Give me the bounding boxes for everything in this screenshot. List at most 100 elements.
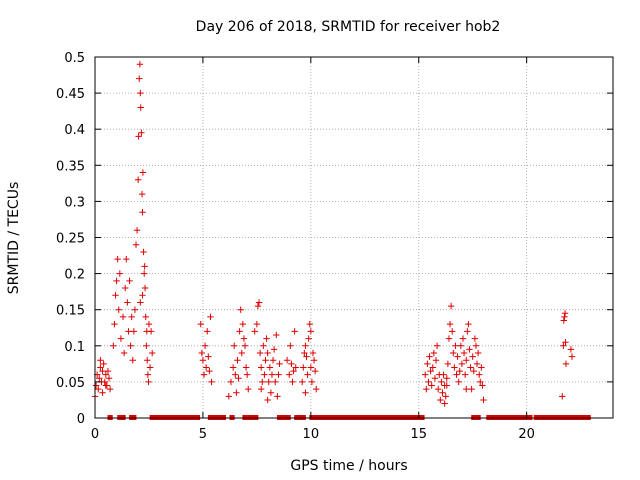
data-point: [95, 385, 102, 393]
data-point: [466, 346, 473, 353]
data-point: [270, 346, 278, 353]
data-point: [459, 335, 467, 342]
y-tick-label: 0.4: [64, 123, 85, 138]
data-point: [440, 371, 447, 378]
data-point: [200, 371, 208, 378]
data-point: [255, 299, 263, 306]
data-point: [112, 292, 119, 299]
y-tick-labels: 0 0.05 0.1 0.15 0.2 0.25 0.3 0.35 0.4 0.45 0.5: [56, 51, 85, 427]
data-point: [229, 364, 237, 371]
data-point: [268, 371, 276, 378]
data-point: [227, 378, 235, 386]
data-point: [428, 382, 435, 389]
data-point: [140, 248, 147, 256]
data-point: [301, 349, 308, 357]
y-axis-label: SRMTID / TECUs: [6, 182, 22, 295]
data-point: [286, 371, 293, 378]
data-point: [113, 277, 120, 285]
data-point: [264, 396, 271, 404]
data-point: [139, 292, 146, 299]
data-point: [454, 353, 461, 360]
data-point: [137, 104, 144, 111]
data-point: [260, 342, 267, 349]
data-point: [117, 335, 125, 342]
data-point: [131, 306, 139, 313]
data-point: [141, 270, 148, 277]
data-point: [468, 385, 475, 393]
data-point: [302, 342, 309, 349]
data-point: [259, 378, 266, 386]
data-point: [562, 338, 569, 346]
data-point: [201, 342, 209, 349]
data-point: [429, 364, 436, 371]
data-point: [146, 364, 154, 371]
data-point: [147, 328, 155, 335]
data-point: [114, 255, 121, 263]
tick-layer: [94, 56, 613, 419]
data-point: [101, 378, 108, 386]
data-point: [273, 331, 280, 339]
data-point: [302, 389, 309, 396]
data-point: [105, 375, 113, 382]
data-point: [560, 342, 567, 349]
grid-layer: [95, 57, 613, 418]
x-tick-label: 5: [199, 427, 207, 442]
data-point: [132, 241, 140, 248]
data-point: [236, 328, 243, 335]
data-point: [289, 378, 296, 386]
data-point: [137, 89, 144, 97]
data-point: [97, 357, 104, 364]
data-point: [96, 375, 103, 382]
data-point: [304, 371, 311, 378]
data-point: [115, 306, 122, 313]
data-point: [234, 357, 241, 364]
x-tick-label: 10: [303, 427, 320, 442]
data-point: [560, 317, 567, 324]
data-point: [307, 328, 315, 335]
data-point: [254, 302, 262, 310]
data-point: [110, 342, 117, 349]
data-point: [424, 360, 431, 368]
data-point: [135, 133, 142, 140]
data-point: [469, 353, 476, 360]
x-tick-label: 20: [518, 427, 535, 442]
data-point: [92, 382, 100, 389]
data-point: [463, 357, 470, 364]
data-point: [143, 342, 150, 349]
data-point: [202, 364, 210, 371]
data-point: [274, 393, 281, 400]
data-point: [456, 367, 463, 375]
data-point: [106, 385, 114, 393]
data-point: [444, 360, 452, 368]
data-point: [437, 396, 444, 404]
data-point: [257, 364, 265, 371]
data-point: [471, 335, 479, 342]
data-point: [299, 378, 306, 386]
data-point: [472, 342, 480, 349]
data-point: [123, 255, 130, 263]
data-point: [102, 382, 109, 389]
data-point: [242, 364, 250, 371]
data-point: [461, 371, 469, 378]
data-point: [479, 382, 486, 389]
data-point: [208, 378, 215, 386]
y-tick-label: 0.15: [56, 304, 85, 319]
data-point: [233, 389, 240, 396]
data-point: [465, 320, 472, 328]
data-point: [136, 75, 143, 82]
data-point: [116, 270, 124, 277]
data-point: [559, 393, 566, 400]
data-point: [225, 393, 233, 400]
data-point: [269, 357, 277, 364]
data-point: [427, 367, 434, 375]
chart-title: Day 206 of 2018, SRMTID for receiver hob…: [196, 19, 501, 35]
y-tick-label: 0.35: [56, 159, 85, 174]
data-point: [480, 396, 487, 404]
data-point: [447, 302, 455, 310]
data-point: [310, 357, 318, 364]
data-point: [257, 385, 265, 393]
data-point: [470, 367, 477, 375]
data-point: [204, 328, 211, 335]
y-tick-label: 0.5: [64, 51, 85, 66]
